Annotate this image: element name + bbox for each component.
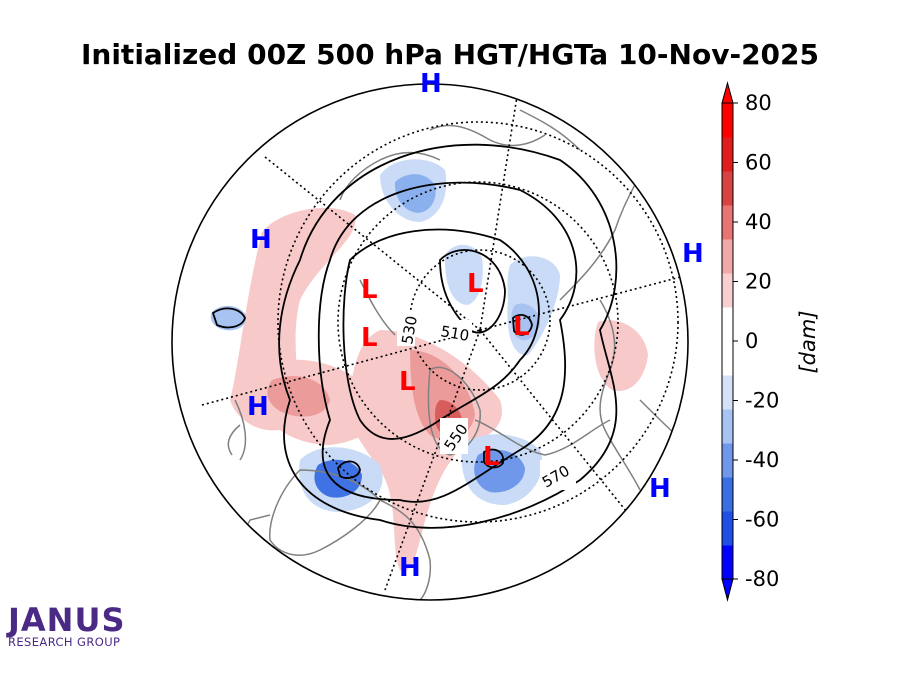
- colorbar-tick-label: 60: [745, 151, 772, 175]
- colorbar-tick-label: -60: [745, 508, 779, 532]
- colorbar-ticks: 80 60 40 20 0 -20 -40 -60 -80: [733, 91, 779, 591]
- contour-570: [278, 143, 618, 529]
- colorbar-segment: [722, 341, 733, 376]
- low-marker-1: L: [361, 275, 378, 305]
- negative-anomaly-atlantic-core: [474, 449, 525, 493]
- colorbar-segment: [722, 137, 733, 172]
- map-boundary: [171, 83, 689, 601]
- colorbar-segment: [722, 477, 733, 512]
- colorbar-segment: [722, 511, 733, 546]
- high-marker-africa: H: [649, 474, 671, 504]
- high-marker-north: H: [420, 69, 442, 99]
- logo-name: JANUS: [8, 601, 126, 639]
- low-marker-2: L: [467, 269, 484, 299]
- colorbar-segment: [722, 375, 733, 410]
- colorbar-label: [dam]: [796, 310, 820, 373]
- negative-anomaly-pacific-west: [210, 305, 247, 331]
- colorbar-segment: [722, 103, 733, 138]
- colorbar-segment: [722, 171, 733, 206]
- high-marker-europe: H: [682, 239, 704, 269]
- colorbar-bottom-arrow: [721, 578, 734, 602]
- colorbar: 80 60 40 20 0 -20 -40 -60 -80 [dam]: [721, 81, 820, 602]
- height-contours: [211, 143, 618, 529]
- low-marker-6: L: [483, 442, 500, 472]
- graticule: [201, 89, 688, 591]
- colorbar-segment: [722, 205, 733, 240]
- map-title: Initialized 00Z 500 hPa HGT/HGTa 10-Nov-…: [80, 38, 820, 71]
- colorbar-segment: [722, 307, 733, 342]
- positive-anomaly-alaska-core: [267, 376, 330, 417]
- negative-anomaly-arctic: [444, 244, 483, 305]
- contour-scandinavia: [512, 314, 533, 336]
- contour-label-510: 510: [439, 322, 470, 345]
- contour-550: [317, 181, 578, 503]
- colorbar-segment: [722, 443, 733, 478]
- contour-530: [342, 228, 540, 440]
- contour-pacific: [211, 307, 246, 329]
- colorbar-tick-label: 80: [745, 91, 772, 115]
- colorbar-segment: [722, 239, 733, 274]
- colorbar-segments: [722, 103, 733, 580]
- colorbar-tick-label: 20: [745, 270, 772, 294]
- colorbar-segment: [722, 273, 733, 308]
- coastlines: [227, 109, 688, 600]
- high-marker-south: H: [399, 553, 421, 583]
- low-marker-5: L: [399, 367, 416, 397]
- colorbar-tick-label: -20: [745, 389, 779, 413]
- contour-510: [439, 249, 506, 334]
- pressure-systems: H H H H H H L L L L L L: [247, 69, 704, 583]
- colorbar-tick-label: -80: [745, 567, 779, 591]
- negative-anomaly-siberia-core: [394, 174, 436, 213]
- contour-label-530: 530: [398, 314, 421, 345]
- negative-anomaly-scandinavia-core: [511, 303, 540, 341]
- colorbar-segment: [722, 409, 733, 444]
- contour-atlantic: [483, 448, 505, 469]
- anomaly-shading: [210, 159, 648, 571]
- colorbar-segment: [722, 545, 733, 580]
- low-marker-3: L: [513, 312, 530, 342]
- high-marker-west: H: [247, 392, 269, 422]
- high-marker-pacific: H: [250, 225, 272, 255]
- colorbar-tick-label: 0: [745, 329, 758, 353]
- colorbar-tick-label: -40: [745, 448, 779, 472]
- logo-subtitle: RESEARCH GROUP: [8, 635, 121, 649]
- contour-labels: 510 530 550 570: [397, 310, 576, 491]
- contour-hudson: [337, 460, 361, 479]
- low-marker-4: L: [361, 323, 378, 353]
- janus-logo: JANUS RESEARCH GROUP: [8, 604, 125, 648]
- colorbar-top-arrow: [721, 81, 734, 104]
- positive-anomaly-europe: [594, 320, 648, 391]
- colorbar-tick-label: 40: [745, 210, 772, 234]
